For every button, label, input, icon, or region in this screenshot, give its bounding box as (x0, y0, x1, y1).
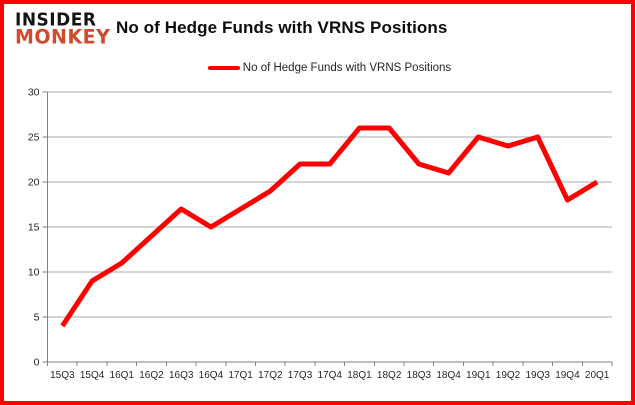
svg-text:0: 0 (34, 357, 40, 369)
svg-text:18Q3: 18Q3 (407, 370, 432, 381)
svg-text:19Q4: 19Q4 (555, 370, 580, 381)
svg-text:30: 30 (28, 87, 40, 99)
svg-text:20Q1: 20Q1 (585, 370, 610, 381)
svg-text:15Q4: 15Q4 (80, 370, 105, 381)
svg-text:18Q1: 18Q1 (347, 370, 372, 381)
svg-text:15Q3: 15Q3 (50, 370, 75, 381)
logo-insider-text: INSIDER (15, 9, 97, 31)
legend-line-swatch (207, 66, 240, 70)
svg-text:5: 5 (34, 312, 40, 324)
svg-text:19Q2: 19Q2 (496, 370, 521, 381)
svg-text:18Q2: 18Q2 (377, 370, 402, 381)
svg-text:20: 20 (28, 177, 40, 189)
chart-title: No of Hedge Funds with VRNS Positions (116, 18, 448, 37)
svg-text:16Q2: 16Q2 (139, 370, 164, 381)
svg-text:10: 10 (28, 267, 40, 279)
svg-text:17Q4: 17Q4 (318, 370, 343, 381)
svg-text:19Q3: 19Q3 (525, 370, 550, 381)
svg-text:15: 15 (28, 222, 40, 234)
insider-monkey-logo: INSIDER MONKEY (15, 9, 111, 49)
legend-label: No of Hedge Funds with VRNS Positions (242, 62, 452, 74)
svg-text:19Q1: 19Q1 (466, 370, 491, 381)
svg-text:16Q1: 16Q1 (110, 370, 135, 381)
svg-text:25: 25 (28, 132, 40, 144)
chart-legend: No of Hedge Funds with VRNS Positions (47, 62, 612, 74)
svg-text:16Q3: 16Q3 (169, 370, 194, 381)
svg-text:17Q1: 17Q1 (228, 370, 253, 381)
line-chart: 0 5 10 15 20 25 30 15Q3 15Q4 16Q1 16Q2 16Q3 16Q4 17Q1… (28, 87, 613, 381)
svg-text:18Q4: 18Q4 (436, 370, 461, 381)
svg-text:17Q2: 17Q2 (258, 370, 283, 381)
svg-text:16Q4: 16Q4 (199, 370, 224, 381)
logo-monkey-text: MONKEY (15, 25, 111, 49)
svg-text:17Q3: 17Q3 (288, 370, 313, 381)
